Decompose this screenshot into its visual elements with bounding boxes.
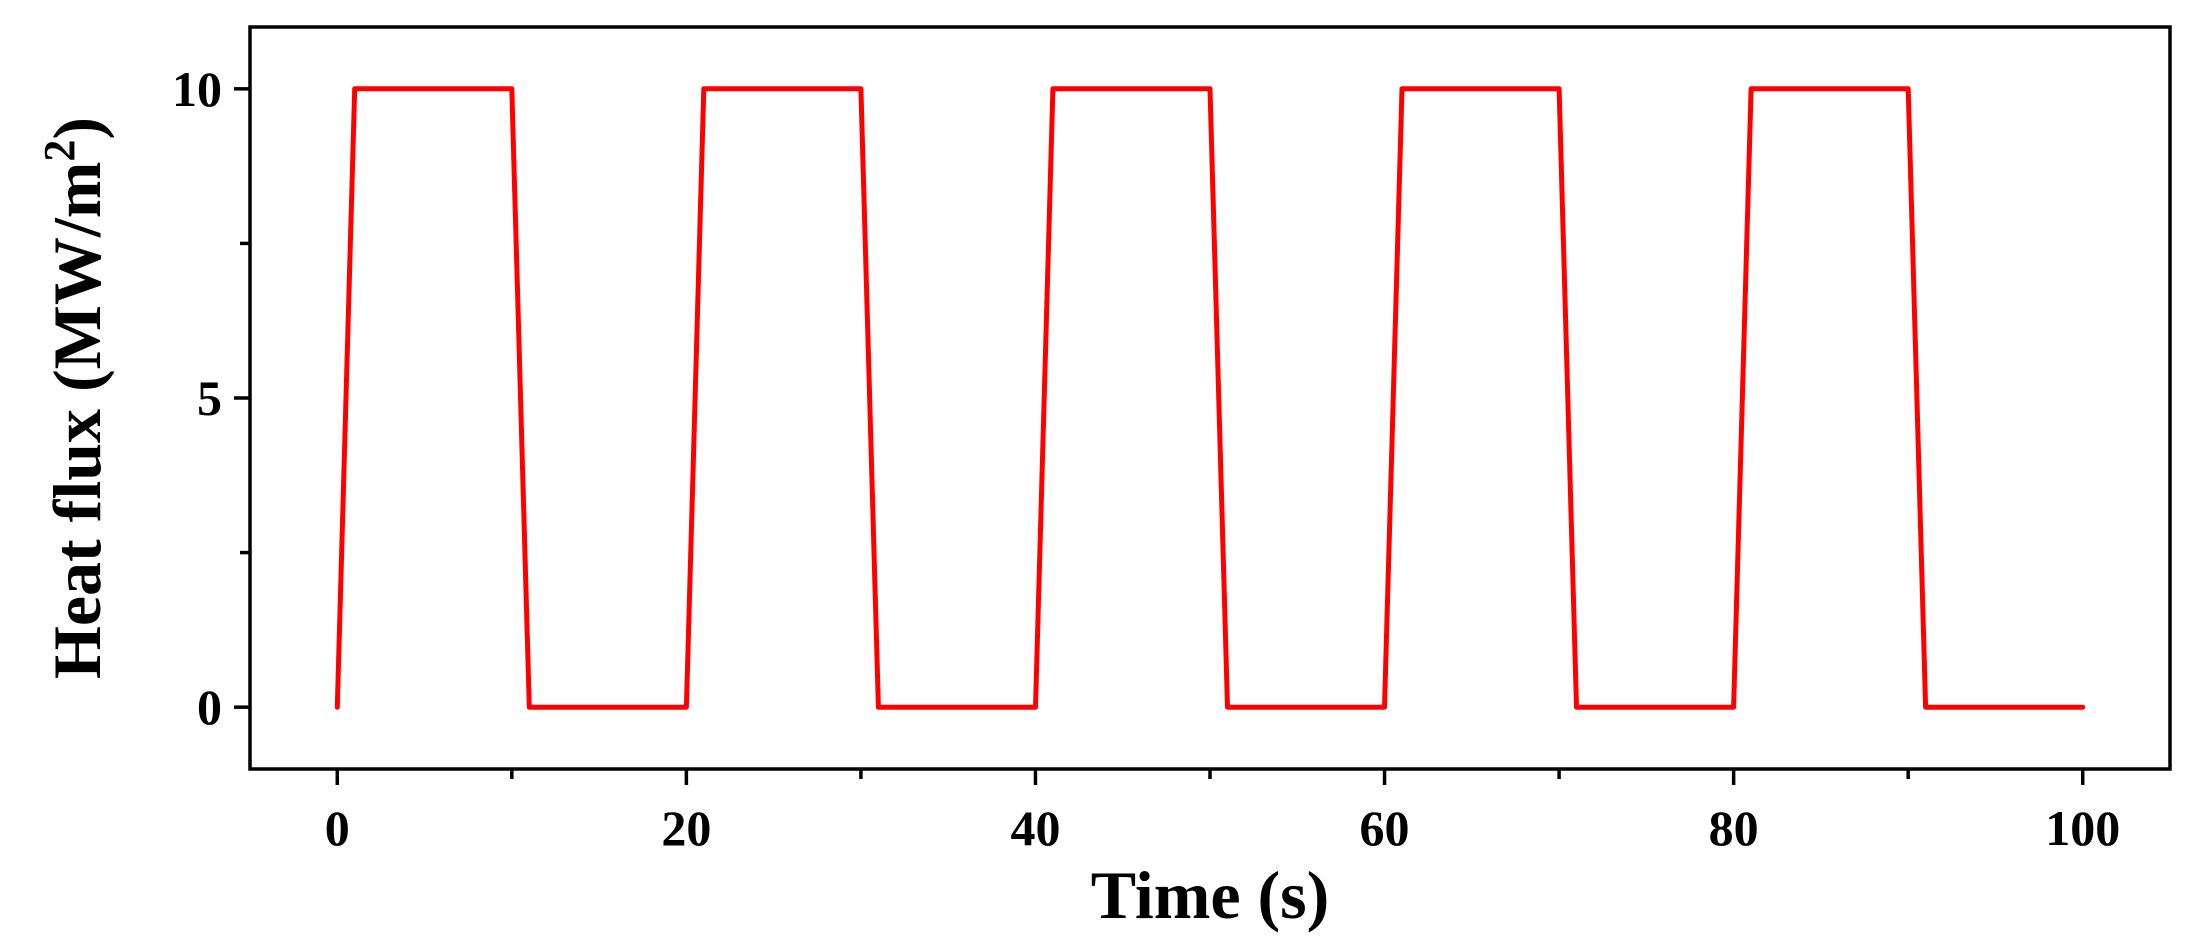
y-tick-label: 0: [197, 679, 222, 735]
y-axis-ticks: [234, 87, 250, 709]
y-axis-title: Heat flux (MW/m2): [35, 117, 115, 679]
x-tick-label: 80: [1709, 800, 1759, 856]
y-axis-title-superscript: 2: [35, 140, 84, 162]
x-axis-ticks: [335, 769, 2085, 785]
x-tick-label: 20: [661, 800, 711, 856]
x-tick-label: 40: [1010, 800, 1060, 856]
y-tick-label: 10: [172, 61, 222, 117]
y-axis-title-main: Heat flux (MW/m: [39, 162, 115, 679]
series-layer: [334, 86, 2086, 710]
y-tick-label: 5: [197, 370, 222, 426]
heat-flux-series-line: [334, 86, 2086, 710]
x-tick-label: 60: [1360, 800, 1410, 856]
y-axis-title-close: ): [39, 117, 115, 140]
y-axis-tick-labels: 0 5 10: [172, 61, 222, 735]
x-tick-label: 100: [2045, 800, 2120, 856]
x-axis-tick-labels: 0 20 40 60 80 100: [325, 800, 2120, 856]
x-tick-label: 0: [325, 800, 350, 856]
x-axis-title: Time (s): [1091, 857, 1330, 933]
